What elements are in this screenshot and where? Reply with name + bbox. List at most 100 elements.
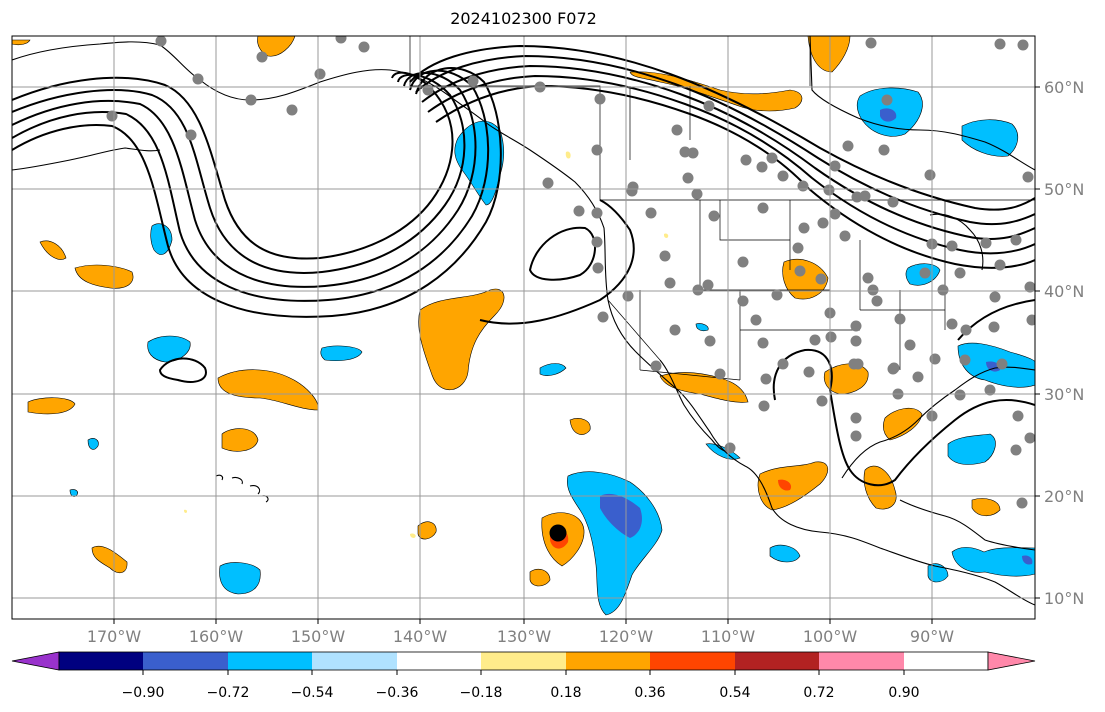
station-dot — [692, 284, 704, 296]
station-dot — [912, 371, 924, 383]
lon-label: 110°W — [701, 627, 756, 646]
station-dot — [850, 320, 862, 332]
colorbar-label: −0.36 — [376, 685, 419, 701]
colorbar-label: −0.18 — [460, 685, 503, 701]
lon-label: 150°W — [291, 627, 346, 646]
station-dot — [679, 146, 691, 158]
station-dot — [669, 324, 681, 336]
station-dot — [758, 400, 770, 412]
station-dot — [704, 335, 716, 347]
station-dot — [792, 242, 804, 254]
station-dot — [714, 368, 726, 380]
colorbar-label: 0.54 — [719, 685, 750, 701]
colorbar-segment — [481, 652, 566, 670]
station-dot — [904, 339, 916, 351]
station-dot — [591, 144, 603, 156]
station-dot — [777, 170, 789, 182]
lat-label: 10°N — [1044, 589, 1084, 608]
station-dot — [994, 259, 1006, 271]
station-dot — [1026, 314, 1035, 326]
station-dot — [929, 353, 941, 365]
colorbar-segment — [312, 652, 397, 670]
station-dot — [865, 37, 877, 49]
station-dot — [825, 331, 837, 343]
station-dot — [591, 207, 603, 219]
map-title: 2024102300 F072 — [450, 9, 597, 28]
station-dot — [737, 295, 749, 307]
station-dot — [703, 100, 715, 112]
station-dot — [422, 84, 434, 96]
station-dot — [671, 124, 683, 136]
latitude-labels: 60°N 50°N 40°N 30°N 20°N 10°N — [1044, 78, 1084, 608]
colorbar-label: 0.72 — [803, 685, 834, 701]
lat-lon-grid — [12, 36, 1035, 619]
station-dot — [245, 94, 257, 106]
station-dot — [682, 172, 694, 184]
station-dot — [1024, 281, 1035, 293]
station-dot — [888, 362, 900, 374]
colorbar-label: −0.72 — [207, 685, 250, 701]
station-dot — [850, 430, 862, 442]
station-dot — [766, 152, 778, 164]
colorbar-segment — [397, 652, 481, 670]
station-dot — [256, 51, 268, 63]
station-dot — [809, 334, 821, 346]
station-dot — [996, 358, 1008, 370]
station-dot — [626, 185, 638, 197]
station-dot — [335, 36, 347, 44]
station-dot — [106, 110, 118, 122]
station-dot — [1016, 497, 1028, 509]
colorbar-label: 0.36 — [634, 685, 665, 701]
station-dot — [155, 36, 167, 47]
station-dot — [777, 358, 789, 370]
colorbar-segment — [650, 652, 735, 670]
station-dot — [924, 169, 936, 181]
station-dot — [771, 289, 783, 301]
lon-label: 100°W — [803, 627, 858, 646]
station-dot — [757, 337, 769, 349]
lat-label: 30°N — [1044, 385, 1084, 404]
station-dot — [829, 160, 841, 172]
station-dot — [959, 354, 971, 366]
station-dot — [946, 240, 958, 252]
station-dot — [1022, 171, 1034, 183]
station-dot — [737, 256, 749, 268]
lat-label: 50°N — [1044, 180, 1084, 199]
station-dot — [757, 202, 769, 214]
station-dot — [839, 230, 851, 242]
colorbar-label: −0.90 — [122, 685, 165, 701]
station-dot — [573, 205, 585, 217]
station-dot — [878, 144, 890, 156]
station-dot — [1024, 432, 1035, 444]
station-dot — [664, 277, 676, 289]
station-dot — [192, 73, 204, 85]
station-dot — [740, 154, 752, 166]
lon-label: 120°W — [599, 627, 654, 646]
station-dot — [797, 180, 809, 192]
station-dot — [989, 291, 1001, 303]
strong-negative-regions — [600, 108, 1033, 565]
station-dot — [817, 217, 829, 229]
station-dot — [881, 94, 893, 106]
station-dot — [286, 104, 298, 116]
lon-label: 130°W — [497, 627, 552, 646]
station-dot — [702, 279, 714, 291]
borders — [409, 36, 1035, 381]
station-dot — [867, 284, 879, 296]
station-dot — [1017, 39, 1029, 51]
station-dot — [842, 140, 854, 152]
weak-positive-regions — [184, 151, 669, 538]
station-dot — [597, 311, 609, 323]
positive-anomaly-regions — [12, 36, 1001, 587]
station-dot — [798, 222, 810, 234]
colorbar-segment — [228, 652, 312, 670]
station-dot — [542, 177, 554, 189]
station-dot — [591, 236, 603, 248]
station-dot — [980, 237, 992, 249]
station-dot — [314, 68, 326, 80]
station-dot — [358, 41, 370, 53]
station-dot — [994, 38, 1006, 50]
station-dot — [756, 161, 768, 173]
station-dot — [645, 207, 657, 219]
station-dot — [862, 272, 874, 284]
